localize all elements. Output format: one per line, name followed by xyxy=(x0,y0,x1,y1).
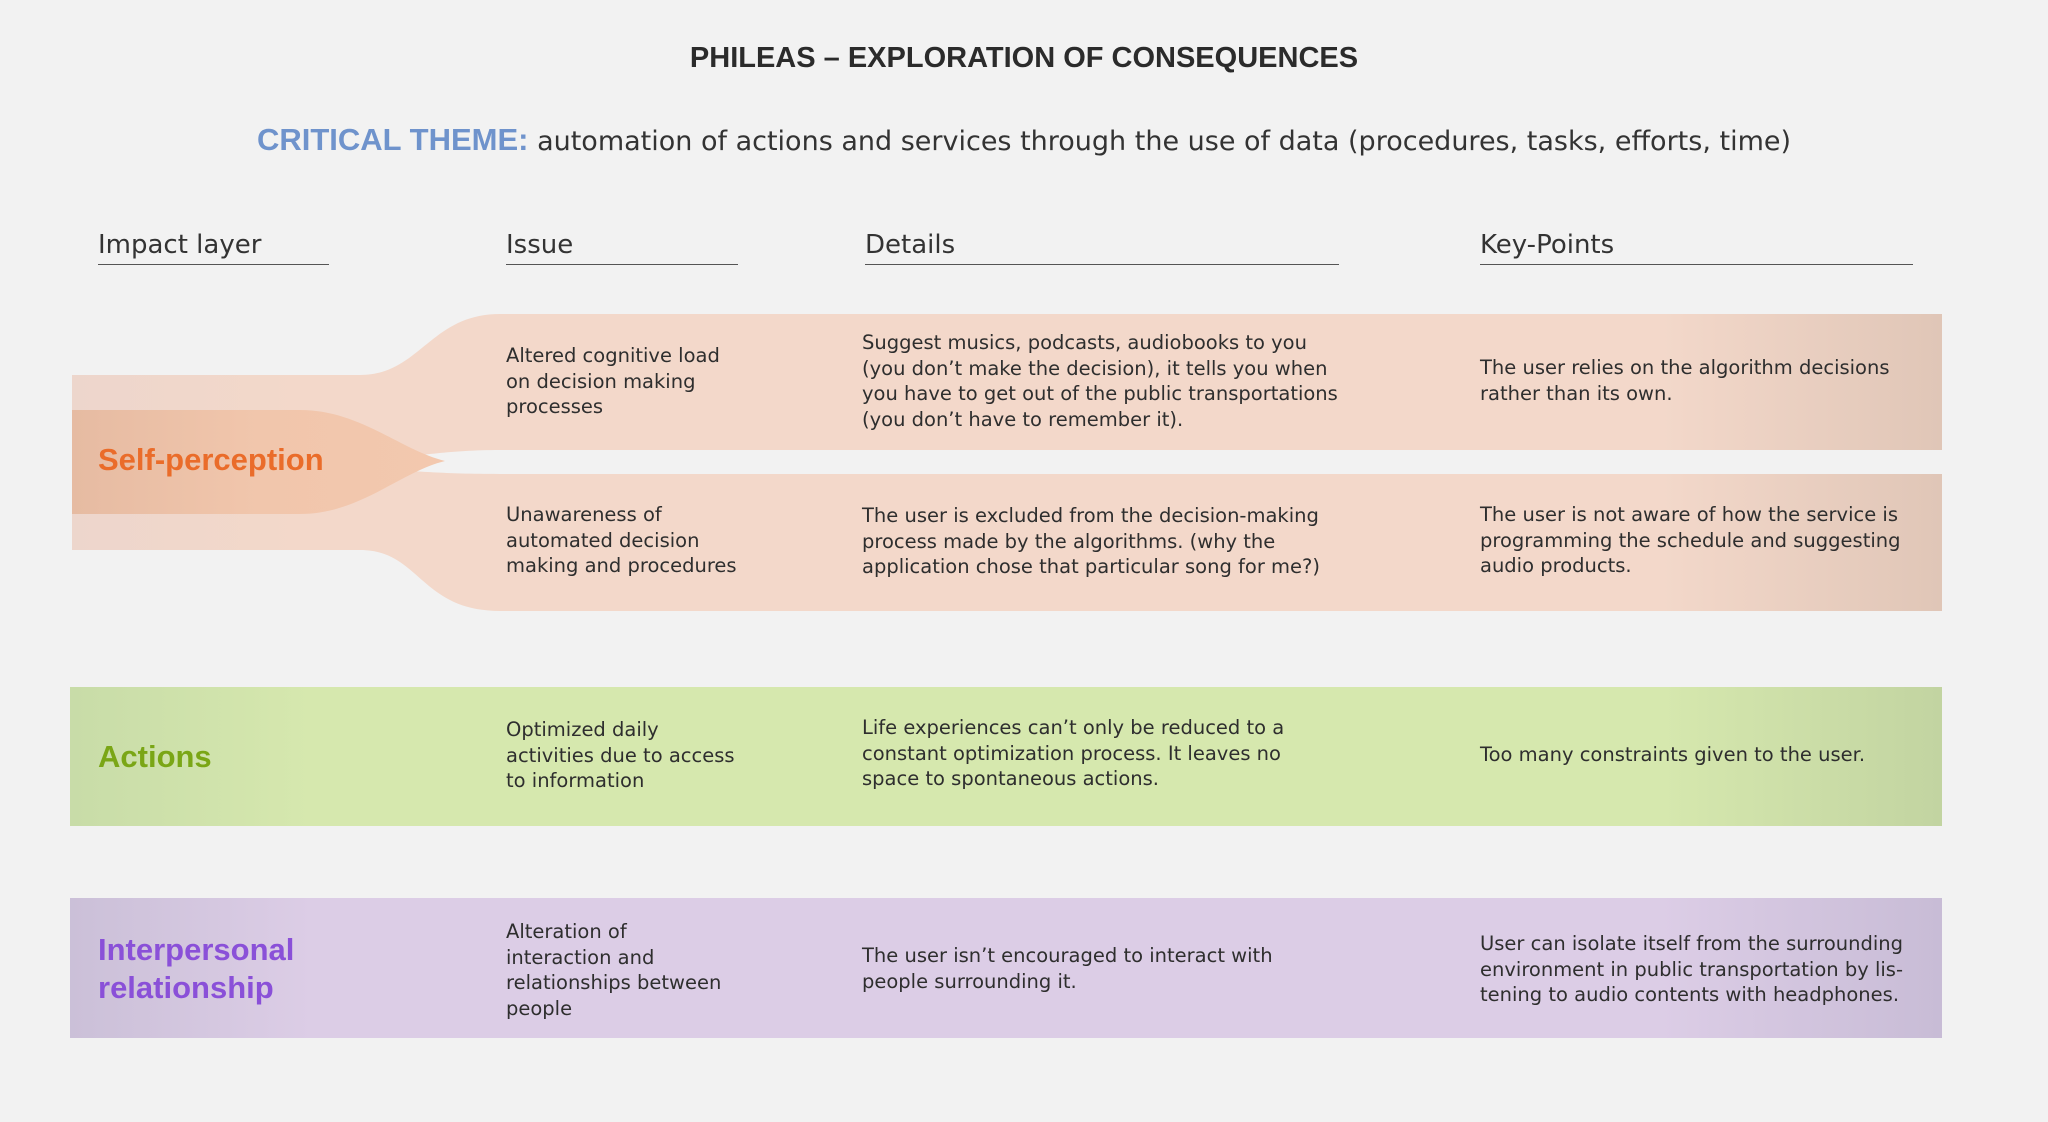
page-title: PHILEAS – EXPLORATION OF CONSEQUENCES xyxy=(689,42,1359,74)
details-cell: Suggest musics, podcasts, audiobooks to … xyxy=(862,331,1338,431)
key-point-cell: User can isolate itself from the surroun… xyxy=(1480,932,1904,1006)
column-header-details: Details xyxy=(865,230,1339,265)
column-header-impact-layer: Impact layer xyxy=(98,230,329,265)
layer-label-self-perception: Self-perception xyxy=(98,442,324,477)
critical-theme: CRITICAL THEME: automation of actions an… xyxy=(0,122,2048,158)
key-point-cell: The user is not aware of how the service… xyxy=(1480,503,1901,577)
issue-cell: Unawareness of automated decision making… xyxy=(506,503,737,577)
issue-cell: Optimized daily activities due to access… xyxy=(506,718,735,792)
column-header-issue: Issue xyxy=(506,230,738,265)
self-perception-band-bottom xyxy=(72,470,1942,611)
critical-theme-label: CRITICAL THEME: xyxy=(256,122,529,157)
actions-band xyxy=(70,687,1942,826)
key-point-cell: Too many constraints given to the user. xyxy=(1480,743,1866,766)
self-perception-core xyxy=(72,410,445,514)
column-header-key-points: Key-Points xyxy=(1480,230,1913,265)
issue-cell: Altered cognitive load on decision makin… xyxy=(506,344,720,418)
issue-cell: Alteration of interaction and relationsh… xyxy=(506,920,722,1020)
details-cell: Life experiences can’t only be reduced t… xyxy=(862,716,1285,790)
details-cell: The user isn’t encouraged to interact wi… xyxy=(862,944,1273,993)
interpersonal-band xyxy=(70,898,1942,1038)
key-point-cell: The user relies on the algorithm decisio… xyxy=(1480,356,1890,405)
self-perception-band-top xyxy=(72,314,1942,458)
layer-label-interpersonal-relationship: Interpersonal relationship xyxy=(98,932,295,1005)
critical-theme-text: automation of actions and services throu… xyxy=(537,126,1792,157)
details-cell: The user is excluded from the decision-m… xyxy=(862,504,1320,578)
layer-label-actions: Actions xyxy=(98,739,212,774)
